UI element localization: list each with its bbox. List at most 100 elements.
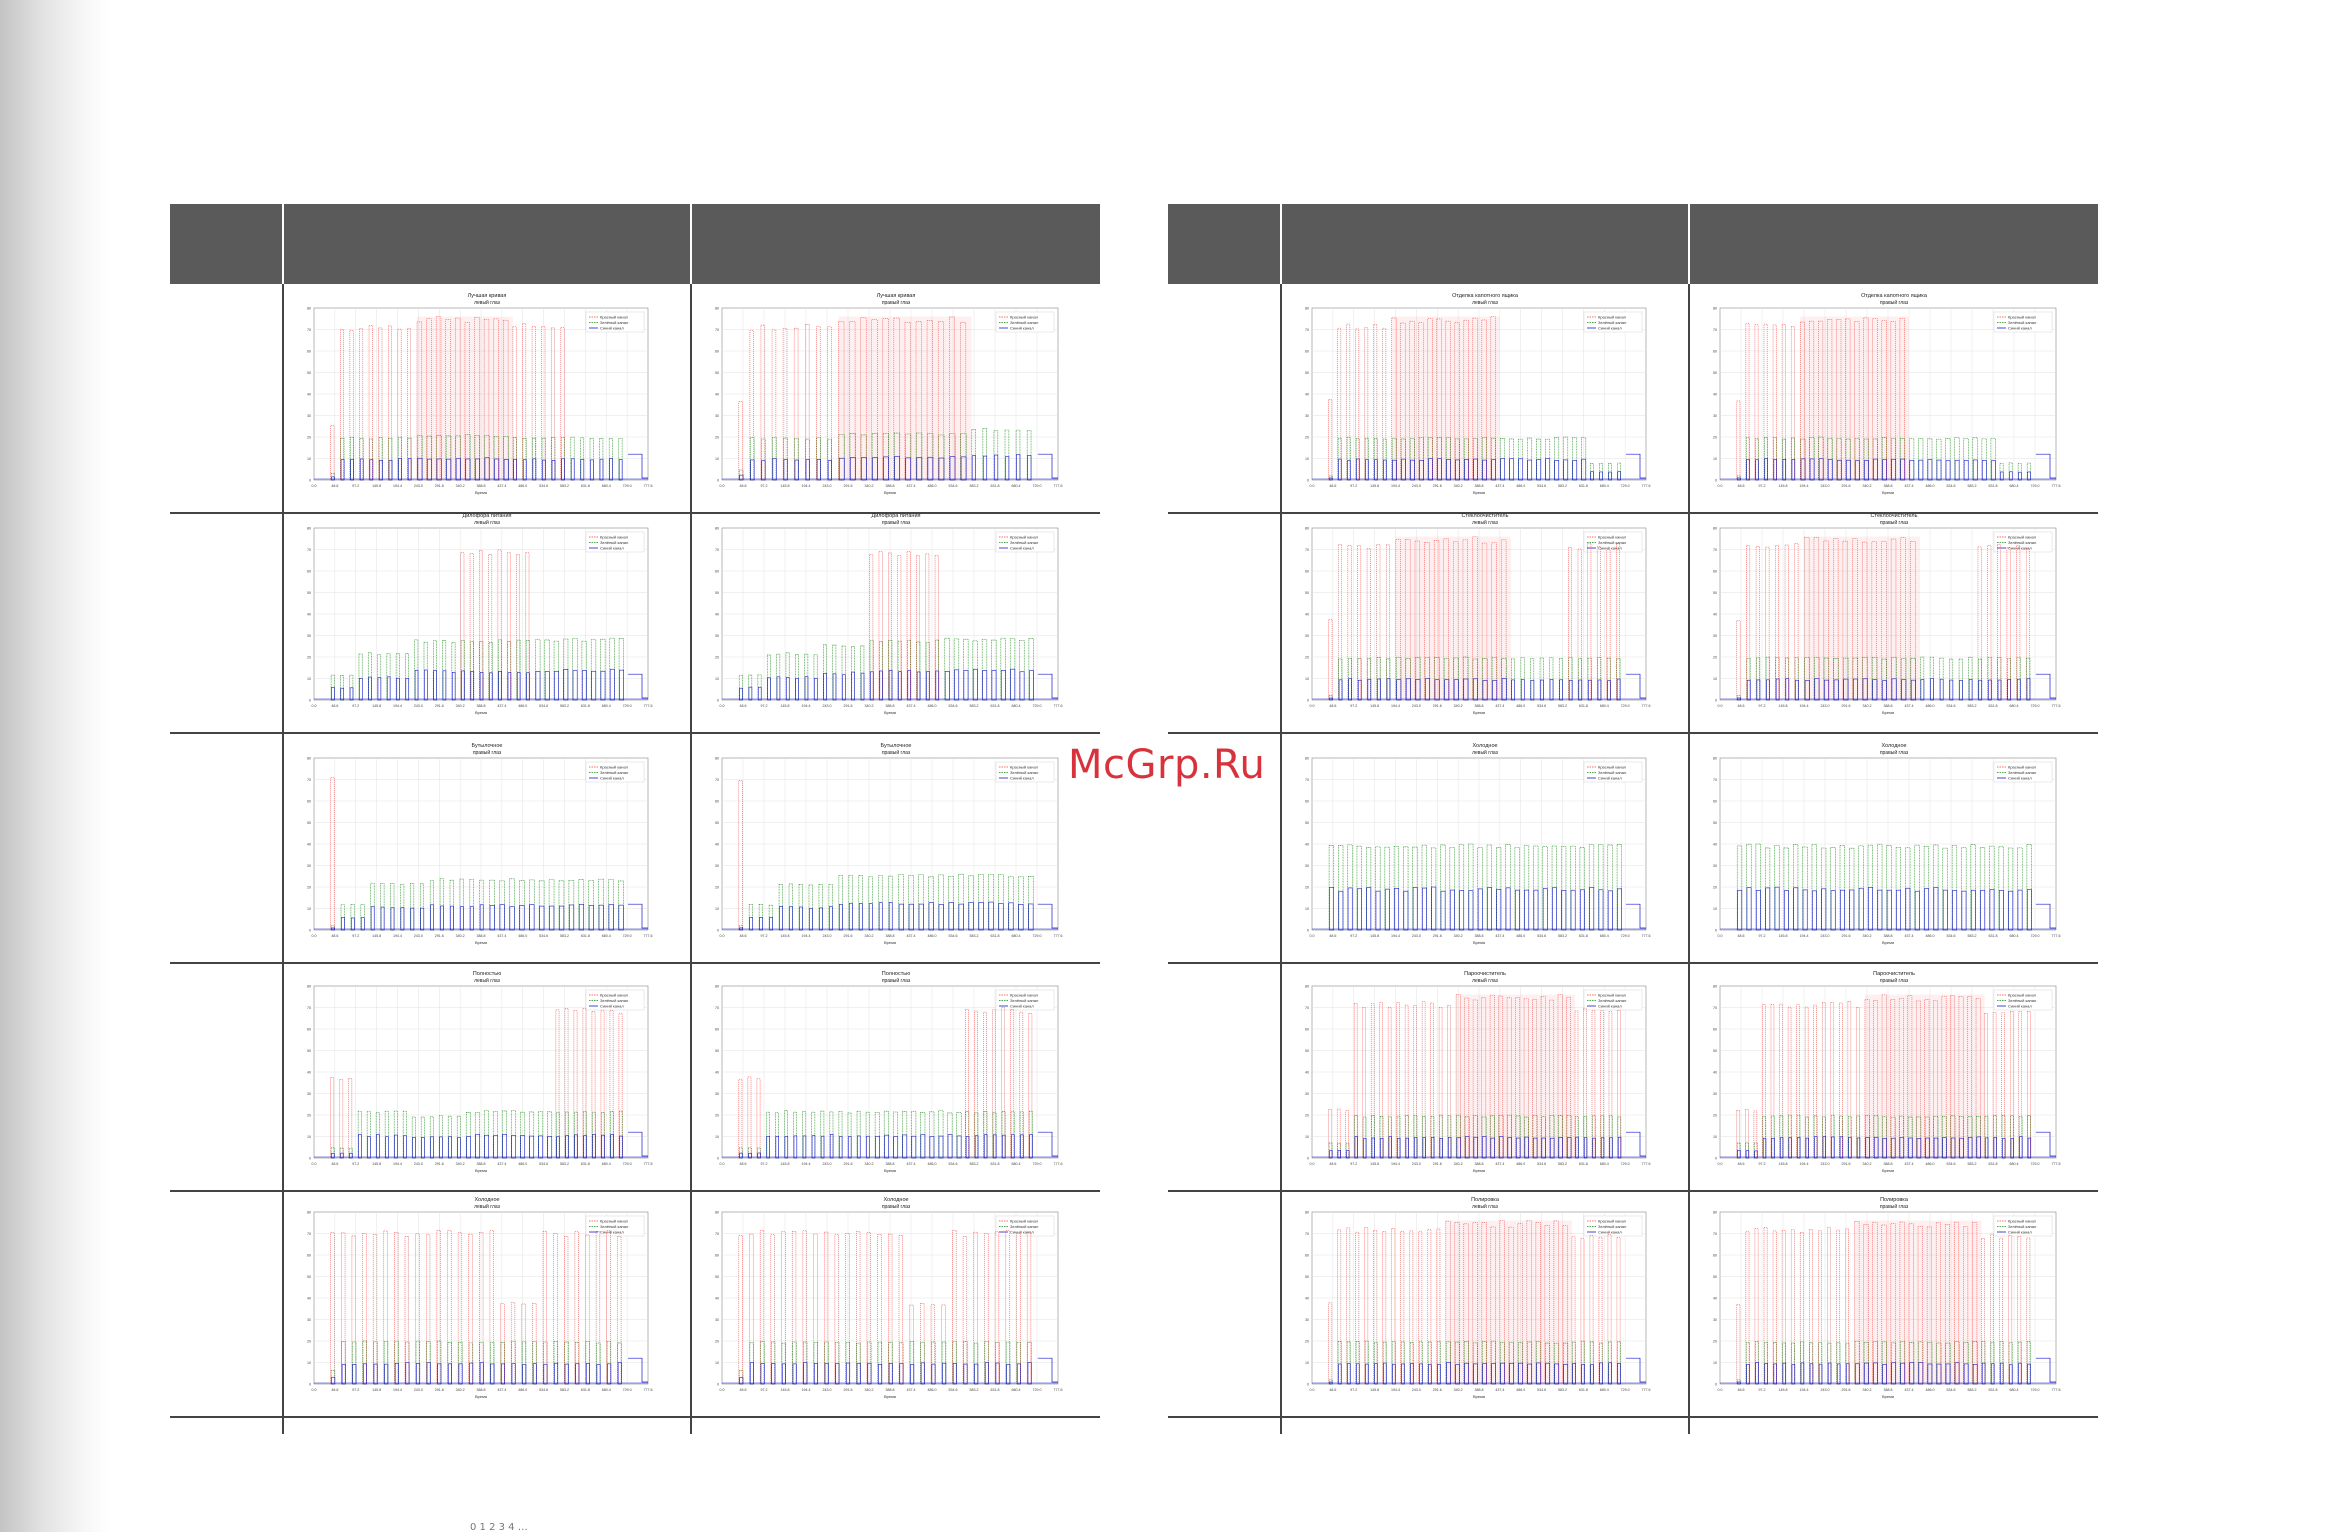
chart-subtitle: левый глаз (1472, 977, 1498, 984)
blue-pulse (1365, 1363, 1369, 1385)
x-tick-label: 48.6 (1329, 704, 1336, 708)
blue-pulse (1846, 1363, 1850, 1385)
chart-title: Пароочиститель (1873, 971, 1915, 977)
left-chart-cell-5-2: Холодное правый глаз Красный канал Зелёный … (694, 1192, 1098, 1414)
blue-pulse (1383, 1362, 1387, 1385)
chart-title: Стеклоочиститель (1462, 513, 1509, 519)
green-pulse (1890, 1342, 1897, 1385)
x-tick-label: 340.2 (1863, 1162, 1872, 1166)
blue-pulse (349, 1152, 353, 1159)
blue-pulse (442, 670, 447, 701)
x-tick-label: 97.2 (352, 1388, 359, 1392)
green-pulse (1575, 1116, 1579, 1159)
blue-tail (1037, 453, 1058, 479)
blue-series (1312, 886, 1646, 931)
blue-pulse (766, 1135, 770, 1159)
x-tick-label: 291.6 (1433, 1162, 1442, 1166)
x-tick-label: 680.4 (1600, 1388, 1609, 1392)
green-pulse (1736, 845, 1743, 931)
blue-pulse (424, 669, 428, 701)
red-pulse (888, 1233, 893, 1385)
x-tick-label: 48.6 (1738, 484, 1745, 488)
x-tick-label: 145.8 (372, 934, 381, 938)
blue-pulse (1849, 889, 1855, 931)
blue-pulse (829, 1134, 834, 1159)
blue-tail (1037, 1357, 1058, 1383)
blue-pulse (1392, 459, 1397, 481)
y-tick-label: 50 (1713, 371, 1717, 375)
blue-pulse (1527, 1363, 1533, 1385)
blue-pulse (1865, 1137, 1870, 1159)
x-axis-label: Время (1882, 490, 1894, 495)
page-edge-shadow (0, 0, 110, 1532)
blue-pulse (501, 1363, 506, 1385)
blue-pulse (331, 1152, 335, 1159)
red-pulse (1436, 1228, 1441, 1385)
x-tick-label: 97.2 (1759, 1162, 1766, 1166)
y-tick-label: 30 (715, 634, 719, 638)
blue-pulse (489, 672, 493, 701)
blue-pulse (1405, 678, 1411, 701)
blue-pulse (1927, 459, 1933, 481)
right-col-separator (1688, 284, 1690, 1434)
x-tick-label: 388.8 (1475, 1388, 1484, 1392)
blue-pulse (878, 1363, 883, 1385)
green-pulse (1978, 658, 1983, 701)
green-pulse (1549, 657, 1554, 701)
red-pulse (1958, 996, 1964, 1159)
blue-pulse (1846, 459, 1851, 481)
x-tick-label: 534.6 (539, 484, 548, 488)
x-tick-label: 388.8 (1884, 1388, 1893, 1392)
blue-pulse (583, 1135, 587, 1159)
x-tick-label: 534.6 (1537, 1388, 1546, 1392)
y-tick-label: 80 (307, 757, 311, 761)
legend-entry: Синий канал (1010, 326, 1034, 331)
blue-pulse (437, 1363, 442, 1385)
blue-pulse (1800, 458, 1806, 481)
y-tick-label: 60 (715, 1254, 719, 1258)
blue-pulse (1375, 890, 1381, 931)
blue-pulse (965, 1136, 970, 1159)
chart-subtitle: левый глаз (474, 1203, 500, 1210)
x-tick-label: 437.4 (907, 1162, 916, 1166)
blue-pulse (1527, 459, 1533, 481)
blue-pulse (511, 1135, 517, 1159)
blue-pulse (949, 456, 956, 481)
blue-pulse (331, 476, 335, 481)
blue-pulse (1843, 678, 1849, 701)
x-axis-label: Время (1882, 710, 1894, 715)
red-series (1736, 994, 2031, 1159)
blue-pulse (1396, 679, 1402, 701)
red-pulse (948, 316, 956, 481)
red-pulse (1881, 1224, 1887, 1385)
left-row-separator (170, 732, 1100, 734)
y-tick-label: 70 (307, 548, 311, 552)
blue-tail (627, 903, 648, 929)
blue-pulse (978, 901, 984, 931)
x-tick-label: 486.0 (928, 704, 937, 708)
blue-pulse (384, 1363, 389, 1385)
x-tick-label: 583.2 (1558, 1388, 1567, 1392)
y-tick-label: 80 (1713, 1211, 1717, 1215)
blue-pulse (1754, 1150, 1758, 1159)
blue-pulse (599, 458, 604, 481)
green-pulse (1579, 847, 1585, 931)
green-pulse (1454, 438, 1460, 481)
blue-pulse (829, 906, 833, 931)
blue-pulse (795, 678, 799, 701)
y-tick-label: 50 (1305, 1049, 1309, 1053)
blue-pulse (1609, 1137, 1613, 1159)
x-tick-label: 680.4 (602, 1162, 611, 1166)
x-tick-label: 243.0 (1821, 934, 1830, 938)
blue-pulse (484, 1134, 489, 1159)
blue-pulse (2026, 889, 2032, 931)
green-pulse (1872, 438, 1878, 481)
blue-pulse (1388, 1136, 1392, 1159)
x-tick-label: 194.4 (802, 1162, 811, 1166)
left-header-col-1 (284, 204, 690, 284)
blue-pulse (1590, 471, 1594, 481)
